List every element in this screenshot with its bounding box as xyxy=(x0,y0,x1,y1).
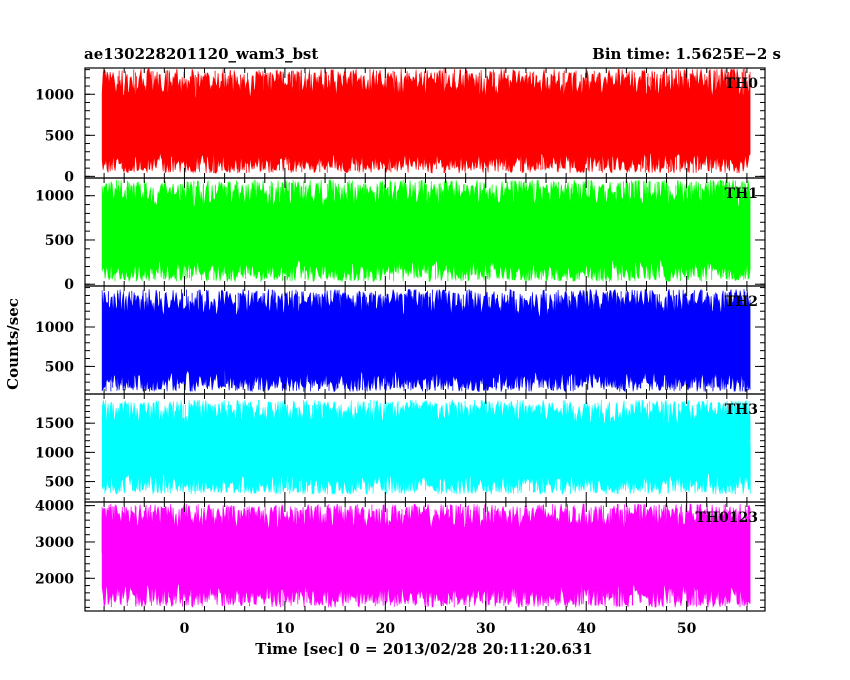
labels-layer: ae130228201120_wam3_bst Bin time: 1.5625… xyxy=(4,45,781,658)
y-tick-label: 0 xyxy=(64,277,74,293)
y-tick-label: 0 xyxy=(64,169,74,185)
x-tick-label: 50 xyxy=(677,621,697,637)
y-tick-label: 2000 xyxy=(35,571,74,587)
y-tick-label: 500 xyxy=(45,359,74,375)
chart-title-right: Bin time: 1.5625E−2 s xyxy=(592,45,781,63)
y-tick-label: 4000 xyxy=(35,499,74,515)
x-axis-label: Time [sec] 0 = 2013/02/28 20:11:20.631 xyxy=(255,640,592,658)
series-label-th0123: TH0123 xyxy=(695,510,758,526)
x-tick-label: 20 xyxy=(376,621,396,637)
ticks-layer: 0500100005001000500100050010001500200030… xyxy=(35,68,765,637)
series-label-th3: TH3 xyxy=(725,402,758,418)
y-tick-label: 3000 xyxy=(35,535,74,551)
curves-layer xyxy=(101,68,751,609)
y-tick-label: 1000 xyxy=(35,320,74,336)
series-label-th2: TH2 xyxy=(725,294,758,310)
y-tick-label: 500 xyxy=(45,233,74,249)
series-label-th1: TH1 xyxy=(725,186,758,202)
y-axis-label: Counts/sec xyxy=(4,298,22,390)
x-tick-label: 10 xyxy=(275,621,295,637)
y-tick-label: 1000 xyxy=(35,445,74,461)
y-tick-label: 500 xyxy=(45,128,74,144)
x-tick-label: 0 xyxy=(180,621,190,637)
x-tick-label: 30 xyxy=(476,621,496,637)
y-tick-label: 1500 xyxy=(35,416,74,432)
y-tick-label: 1000 xyxy=(35,189,74,205)
y-tick-label: 500 xyxy=(45,475,74,491)
x-tick-label: 40 xyxy=(576,621,596,637)
series-label-th0: TH0 xyxy=(725,76,759,92)
series-band-th0123 xyxy=(101,503,751,609)
chart-title-left: ae130228201120_wam3_bst xyxy=(84,45,318,63)
y-tick-label: 1000 xyxy=(35,87,74,103)
